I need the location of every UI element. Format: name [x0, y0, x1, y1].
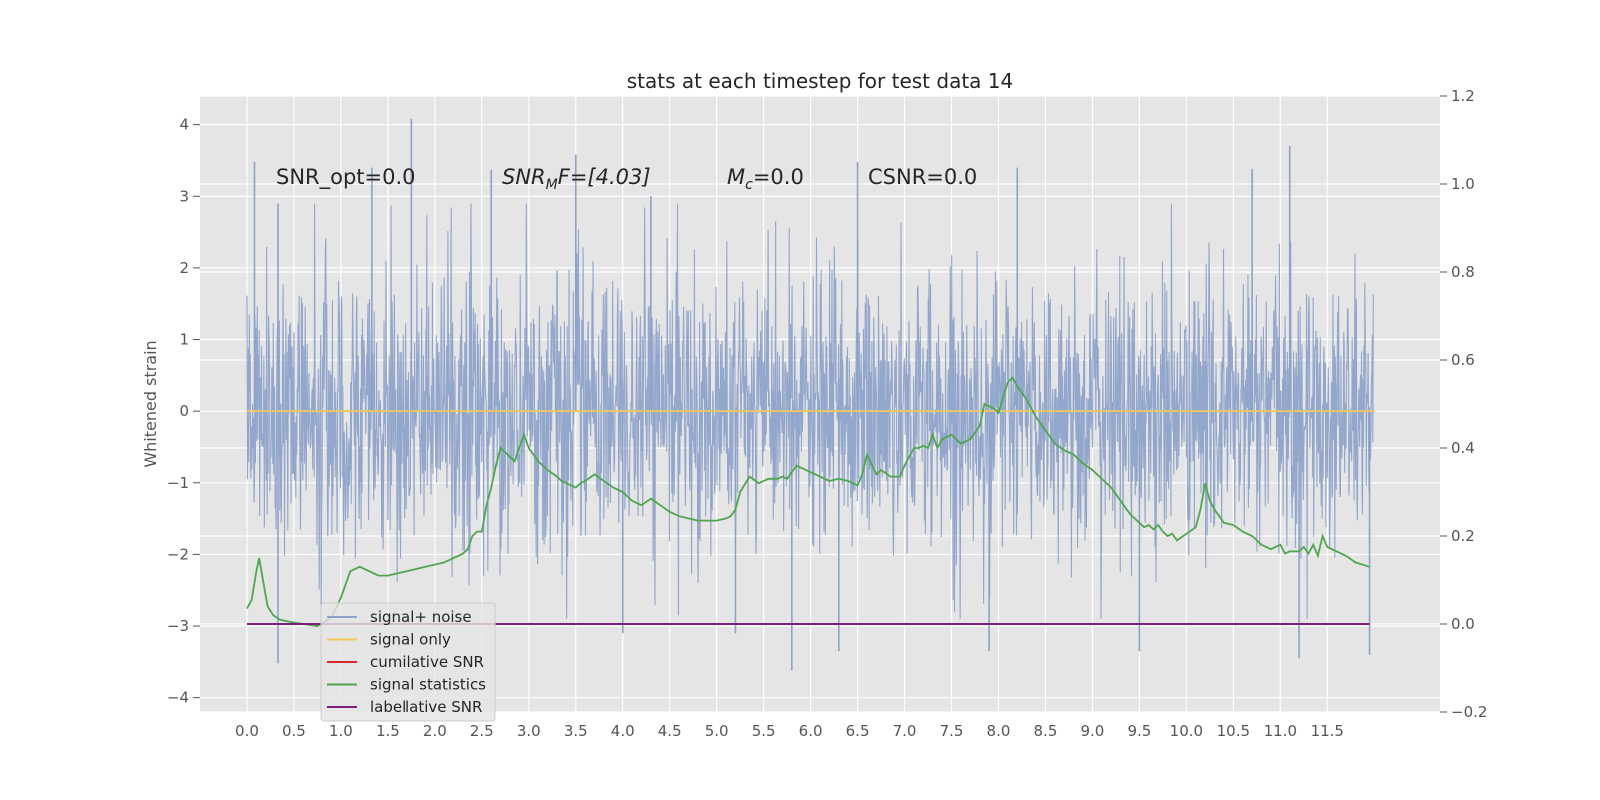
- x-tick-label: 10.0: [1170, 722, 1203, 740]
- x-tick-label: 3.0: [517, 722, 541, 740]
- x-axis: 0.0 0.5 1.0 1.5 2.0 2.5 3.0 3.5 4.0 4.5 5.0 5.5 6.0 6…: [235, 722, 1344, 740]
- x-tick-label: 11.5: [1311, 722, 1344, 740]
- annotation-snr-mf-italic: SNR: [502, 165, 546, 189]
- x-tick-label: 1.5: [376, 722, 400, 740]
- y-tick-label: 2: [179, 259, 189, 277]
- x-tick-label: 2.0: [423, 722, 447, 740]
- y2-tick-label: 1.0: [1451, 175, 1475, 193]
- signal-noise-series: [246, 118, 1374, 671]
- series-signal-statistics-line: [246, 376, 1370, 628]
- annotation-mc-sub: c: [745, 177, 753, 193]
- x-tick-label: 2.5: [470, 722, 494, 740]
- x-tick-label: 0.5: [282, 722, 306, 740]
- x-tick-label: 6.0: [799, 722, 823, 740]
- y-tick-label: −3: [167, 617, 189, 635]
- legend-overlap-text: lative SNR: [405, 698, 482, 716]
- y-tick-label: −2: [167, 545, 189, 563]
- x-tick-label: 0.0: [235, 722, 259, 740]
- x-tick-label: 7.5: [940, 722, 964, 740]
- y-axis-right: 1.2 1.0 0.8 0.6 0.4 0.2 0.0 −0.2: [1440, 87, 1487, 721]
- legend-label: label: [370, 698, 406, 716]
- annotation-mc-italic: M: [727, 165, 745, 189]
- x-tick-label: 9.5: [1127, 722, 1151, 740]
- x-tick-label: 9.0: [1080, 722, 1104, 740]
- legend-label: signal+ noise: [370, 608, 472, 626]
- x-tick-label: 8.5: [1034, 722, 1058, 740]
- y-tick-label: 1: [179, 331, 189, 349]
- legend-label: signal statistics: [370, 676, 486, 694]
- x-tick-label: 1.0: [329, 722, 353, 740]
- y-axis-label: Whitened strain: [141, 340, 160, 467]
- y-tick-label: 4: [179, 116, 189, 134]
- x-tick-label: 7.0: [893, 722, 917, 740]
- annotation-csnr: CSNR=0.0: [868, 165, 977, 189]
- x-tick-label: 5.5: [752, 722, 776, 740]
- annotation-snr-opt: SNR_opt=0.0: [276, 165, 416, 190]
- x-tick-label: 4.0: [611, 722, 635, 740]
- x-tick-label: 8.0: [987, 722, 1011, 740]
- annotation-snr-mf-sub: M: [546, 177, 558, 193]
- annotation-snr-mf-rest: F=[4.03]: [558, 165, 651, 189]
- legend-label: cumilative SNR: [370, 653, 484, 671]
- y-tick-label: 0: [179, 402, 189, 420]
- y2-tick-label: 0.8: [1451, 263, 1475, 281]
- chart-title: stats at each timestep for test data 14: [627, 69, 1013, 93]
- x-tick-label: 6.5: [846, 722, 870, 740]
- y2-tick-label: −0.2: [1451, 703, 1487, 721]
- x-tick-label: 10.5: [1217, 722, 1250, 740]
- x-tick-label: 11.0: [1264, 722, 1297, 740]
- x-tick-label: 5.0: [705, 722, 729, 740]
- legend-label: signal only: [370, 631, 451, 649]
- y-axis-left: 4 3 2 1 0 −1 −2 −3 −4: [167, 116, 200, 707]
- y2-tick-label: 1.2: [1451, 87, 1475, 105]
- y-tick-label: −1: [167, 474, 189, 492]
- x-tick-label: 3.5: [564, 722, 588, 740]
- y2-tick-label: 0.4: [1451, 439, 1475, 457]
- legend-box: [320, 602, 496, 722]
- y2-tick-label: 0.2: [1451, 527, 1475, 545]
- legend: signal+ noise signal only cumilative SNR si…: [320, 602, 496, 722]
- y-tick-label: 3: [179, 187, 189, 205]
- y-tick-label: −4: [167, 689, 189, 707]
- y2-tick-label: 0.6: [1451, 351, 1475, 369]
- x-tick-label: 4.5: [658, 722, 682, 740]
- annotation-mc-rest: =0.0: [753, 165, 804, 189]
- annotation-snr-mf: SNRMF=[4.03]: [502, 165, 651, 193]
- annotations: SNR_opt=0.0 SNRMF=[4.03] Mc=0.0 CSNR=0.0: [276, 165, 977, 193]
- annotation-mc: Mc=0.0: [727, 165, 804, 193]
- y2-tick-label: 0.0: [1451, 615, 1475, 633]
